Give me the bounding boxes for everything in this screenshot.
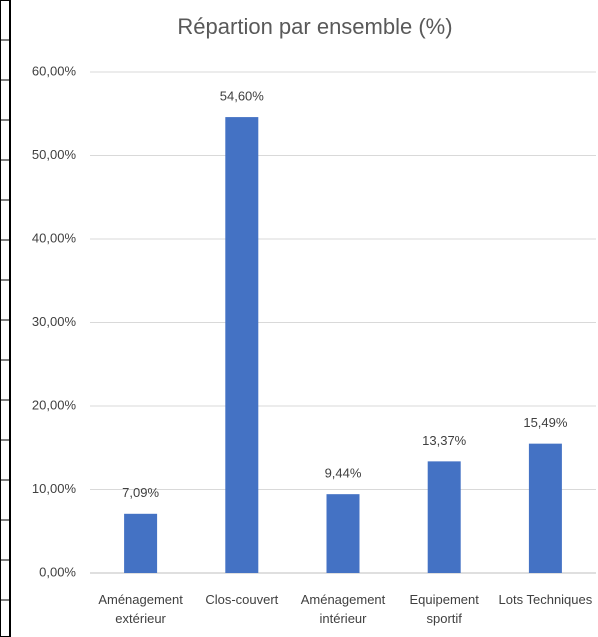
y-tick-label: 60,00% [32, 63, 77, 78]
x-tick-label: Aménagement extérieur [98, 592, 183, 626]
y-tick-label: 30,00% [32, 314, 77, 329]
y-tick-label: 50,00% [32, 147, 77, 162]
bar [225, 117, 259, 573]
x-tick-label: Aménagement intérieur [300, 592, 386, 626]
bar [427, 461, 461, 573]
page-edge-ticks [0, 39, 10, 601]
bar [326, 494, 360, 573]
bar [124, 513, 158, 573]
value-label: 9,44% [325, 466, 362, 481]
x-tick-label: Clos-couvert [205, 592, 279, 607]
bar [528, 443, 562, 573]
y-tick-label: 10,00% [32, 481, 77, 496]
y-tick-label: 0,00% [39, 564, 76, 579]
page-edge [0, 0, 11, 637]
value-label: 54,60% [220, 89, 265, 104]
chart-title: Répartion par ensemble (%) [177, 14, 452, 39]
y-tick-label: 20,00% [32, 397, 77, 412]
y-tick-label: 40,00% [32, 230, 77, 245]
x-tick-label: Equipement sportif [409, 592, 479, 626]
value-label: 13,37% [422, 433, 467, 448]
x-tick-label: Lots Techniques [498, 592, 593, 607]
value-label: 15,49% [523, 415, 568, 430]
value-label: 7,09% [122, 485, 159, 500]
